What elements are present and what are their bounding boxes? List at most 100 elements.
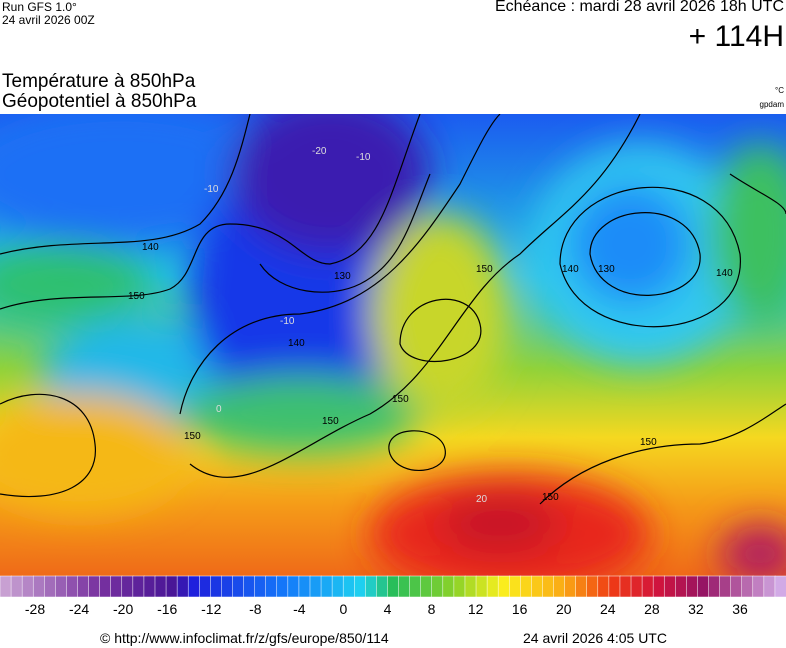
colorbar-swatch [697, 575, 710, 598]
colorbar-swatch [486, 575, 499, 598]
colorbar-swatch [199, 575, 212, 598]
contour-label: 140 [716, 268, 733, 279]
colorbar-swatch [276, 575, 289, 598]
colorbar-tick-label: 4 [384, 601, 392, 617]
colorbar-swatch [520, 575, 533, 598]
colorbar-tick-label: 16 [512, 601, 528, 617]
unit-geopotential: gpdam [759, 100, 784, 109]
contour-label: 130 [598, 264, 615, 275]
contour-labels: 140 150 -10 -20 -10 130 140 -10 150 140 … [128, 146, 733, 505]
colorbar-swatch [608, 575, 621, 598]
colorbar-tick-label: 24 [600, 601, 616, 617]
colorbar-swatch [686, 575, 699, 598]
colorbar-swatch [641, 575, 654, 598]
lead-time: + 114H [688, 20, 784, 53]
map: 140 150 -10 -20 -10 130 140 -10 150 140 … [0, 114, 786, 576]
colorbar-swatch [464, 575, 477, 598]
colorbar-tick-label: 0 [340, 601, 348, 617]
colorbar-swatch [354, 575, 367, 598]
colorbar: -28 -24 -20 -16 -12 -8 -4 0 4 8 12 16 20 24 28 32 36 [0, 575, 786, 617]
temperature-field [0, 114, 786, 576]
colorbar-swatch [763, 575, 776, 598]
colorbar-swatch [55, 575, 68, 598]
colorbar-swatch [398, 575, 411, 598]
colorbar-swatch [99, 575, 112, 598]
colorbar-swatch [331, 575, 344, 598]
contour-label: 20 [476, 494, 488, 505]
colorbar-swatch [66, 575, 79, 598]
colorbar-swatch [265, 575, 278, 598]
title-temperature: Température à 850hPa [2, 71, 196, 92]
forecast-time: Echéance : mardi 28 avril 2026 18h UTC [494, 0, 784, 15]
contour-label: 130 [334, 271, 351, 282]
colorbar-swatch [719, 575, 732, 598]
colorbar-tick-label: -12 [201, 601, 221, 617]
colorbar-tick-label: -16 [157, 601, 177, 617]
colorbar-tick-label: -8 [249, 601, 262, 617]
geopotential-contours [0, 114, 786, 505]
title-geopotential: Géopotentiel à 850hPa [2, 91, 197, 112]
colorbar-swatch [342, 575, 356, 598]
contour-label: 150 [184, 431, 201, 442]
colorbar-swatch [44, 575, 57, 598]
colorbar-tick-label: -24 [69, 601, 89, 617]
colorbar-swatch [630, 575, 643, 598]
colorbar-swatch [77, 575, 90, 598]
colorbar-swatch [409, 575, 422, 598]
colorbar-tick-label: 20 [556, 601, 572, 617]
colorbar-swatch [143, 575, 156, 598]
colorbar-swatch [376, 575, 389, 598]
colorbar-swatch [110, 575, 123, 598]
colorbar-tick-label: 28 [644, 601, 660, 617]
colorbar-swatch [508, 575, 522, 598]
contour-label: -20 [312, 146, 327, 157]
colorbar-swatch [221, 575, 234, 598]
contour-label: 150 [322, 416, 339, 427]
colorbar-swatch [586, 575, 599, 598]
colorbar-swatch [132, 575, 145, 598]
contour-label: 150 [640, 437, 657, 448]
source-url: © http://www.infoclimat.fr/z/gfs/europe/… [100, 630, 389, 646]
colorbar-swatch [154, 575, 167, 598]
colorbar-tick-label: 32 [688, 601, 704, 617]
colorbar-swatch [442, 575, 455, 598]
colorbar-swatch [32, 575, 46, 598]
colorbar-swatch [0, 575, 12, 598]
colorbar-swatch [531, 575, 544, 598]
colorbar-swatch [553, 575, 566, 598]
colorbar-swatch [10, 575, 23, 598]
colorbar-tick-label: -20 [113, 601, 133, 617]
colorbar-swatch [88, 575, 101, 598]
colorbar-swatch [708, 575, 721, 598]
colorbar-swatch [774, 575, 786, 598]
colorbar-swatch [387, 575, 400, 598]
colorbar-tick-label: -28 [25, 601, 45, 617]
contour-label: 140 [288, 338, 305, 349]
colorbar-swatch [232, 575, 245, 598]
colorbar-swatch [475, 575, 488, 598]
colorbar-swatch [121, 575, 134, 598]
contour-label: -10 [280, 316, 295, 327]
colorbar-swatch [309, 575, 322, 598]
colorbar-swatch [210, 575, 223, 598]
colorbar-tick-label: 12 [468, 601, 484, 617]
colorbar-swatch [176, 575, 189, 598]
contour-label: 150 [476, 264, 493, 275]
run-date: 24 avril 2026 00Z [2, 13, 95, 27]
colorbar-swatch [320, 575, 333, 598]
colorbar-swatch [564, 575, 577, 598]
colorbar-swatch [243, 575, 256, 598]
contour-label: 140 [562, 264, 579, 275]
colorbar-swatch [675, 575, 688, 598]
colorbar-swatch [187, 575, 201, 598]
colorbar-swatch [597, 575, 610, 598]
colorbar-swatch [365, 575, 378, 598]
colorbar-swatch [165, 575, 178, 598]
colorbar-tick-label: -4 [293, 601, 306, 617]
colorbar-tick-label: 36 [732, 601, 748, 617]
colorbar-swatch [575, 575, 588, 598]
colorbar-swatch [663, 575, 677, 598]
colorbar-swatch [453, 575, 466, 598]
contour-label: -10 [356, 152, 371, 163]
colorbar-swatch [542, 575, 555, 598]
